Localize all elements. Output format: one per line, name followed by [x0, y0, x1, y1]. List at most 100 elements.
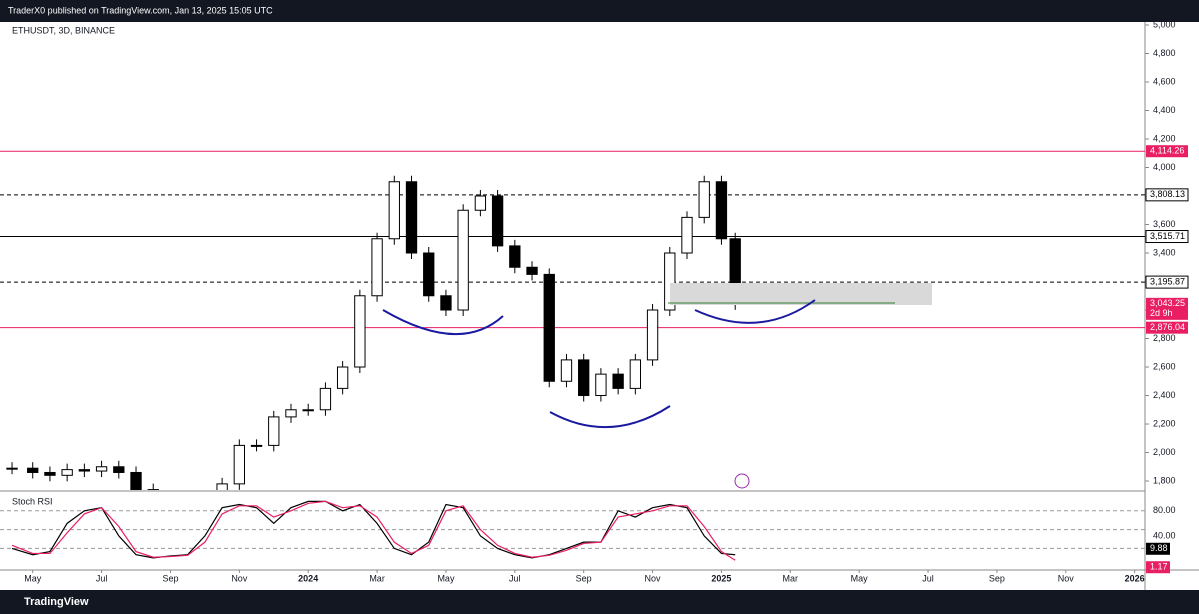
- candle: [78, 469, 91, 472]
- price-tick-label: 1,800: [1153, 475, 1176, 485]
- candle: [95, 466, 108, 472]
- price-tick-label: 4,200: [1153, 133, 1176, 143]
- candle: [491, 195, 504, 247]
- time-tick-label: Nov: [231, 573, 248, 583]
- candle: [250, 444, 263, 447]
- price-tag: [1145, 188, 1189, 202]
- candle: [405, 181, 418, 254]
- stoch-tag: [1146, 542, 1170, 555]
- candle: [715, 181, 728, 240]
- time-tick-label: May: [437, 573, 455, 583]
- candle: [681, 216, 693, 254]
- time-tick-label: Jul: [922, 573, 934, 583]
- candle: [371, 238, 383, 297]
- candle: [27, 467, 39, 473]
- price-tag: [1145, 230, 1189, 244]
- candle: [646, 309, 659, 361]
- time-tick-label: May: [24, 573, 42, 583]
- candle: [216, 483, 228, 490]
- candle: [543, 273, 555, 382]
- price-tick-label: 2,600: [1153, 361, 1176, 371]
- event-icon[interactable]: [734, 473, 750, 489]
- price-tick-label: 5,000: [1153, 19, 1176, 29]
- candle: [560, 359, 573, 382]
- candle: [130, 471, 142, 490]
- bottom-bar: [0, 590, 1199, 614]
- time-tick-label: Jul: [509, 573, 521, 583]
- candle: [113, 466, 125, 473]
- price-tag-label: 3,808.13: [1150, 189, 1185, 199]
- time-tick-label: Mar: [369, 573, 385, 583]
- stoch-tag-label: 9.88: [1150, 543, 1168, 553]
- symbol: ETHUSDT, 3D, BINANCE: [12, 25, 115, 35]
- last-price-label: 3,043.25: [1150, 298, 1185, 308]
- candle: [698, 181, 710, 218]
- price-tick-label: 2,800: [1153, 333, 1176, 343]
- candle: [509, 245, 521, 268]
- candle: [319, 387, 332, 411]
- candle: [474, 195, 487, 211]
- candle: [664, 252, 676, 311]
- drawings: [382, 283, 932, 489]
- arc: [549, 405, 671, 428]
- candle: [44, 471, 56, 476]
- price-tick-label: 4,000: [1153, 162, 1176, 172]
- price-tag: [1146, 145, 1188, 158]
- price-tick-label: 2,000: [1153, 447, 1176, 457]
- arc: [694, 299, 816, 324]
- candle: [423, 252, 435, 297]
- time-tick-label: 2025: [711, 573, 731, 583]
- stoch-line: [11, 500, 736, 561]
- time-tick-label: Nov: [645, 573, 662, 583]
- top-bar: [0, 0, 1199, 22]
- stoch-tag: [1146, 561, 1170, 574]
- price-tag-label: 4,114.26: [1150, 146, 1184, 156]
- time-tick-label: Sep: [989, 573, 1005, 583]
- candle: [526, 266, 538, 275]
- candle: [183, 504, 193, 507]
- price-tick-label: 2,400: [1153, 390, 1176, 400]
- time-tick-label: May: [851, 573, 869, 583]
- zone: [670, 283, 932, 305]
- candle: [302, 409, 314, 412]
- price-tag-label: 3,195.87: [1150, 276, 1185, 286]
- candle: [457, 209, 469, 311]
- time-tick-label: Nov: [1058, 573, 1075, 583]
- stoch-tick-label: 40.00: [1153, 530, 1176, 540]
- last-price-tag: [1146, 297, 1188, 320]
- price-tick-label: 4,600: [1153, 76, 1176, 86]
- candle: [61, 469, 73, 476]
- candle: [200, 501, 210, 507]
- candle: [612, 373, 624, 389]
- time-tick-label: Sep: [162, 573, 178, 583]
- price-tick-label: 4,400: [1153, 105, 1176, 115]
- time-tick-label: Sep: [576, 573, 592, 583]
- candle: [233, 444, 245, 485]
- candle: [354, 295, 366, 368]
- price-tag-label: 3,515.71: [1150, 231, 1185, 241]
- time-tick-label: Jul: [96, 573, 108, 583]
- candle: [6, 467, 18, 470]
- stoch-line: [11, 500, 736, 559]
- time-tick-label: Mar: [783, 573, 799, 583]
- candle: [336, 366, 349, 389]
- candle: [595, 373, 607, 397]
- arc: [382, 309, 504, 335]
- price-tick-label: 3,400: [1153, 247, 1176, 257]
- candle: [285, 409, 297, 418]
- price-tick-label: 3,600: [1153, 219, 1176, 229]
- candle: [165, 502, 175, 503]
- price-tick-label: 2,200: [1153, 418, 1176, 428]
- stoch-tick-label: 80.00: [1153, 505, 1176, 515]
- price-tick-label: 4,800: [1153, 48, 1176, 58]
- candle: [268, 416, 280, 446]
- candle: [147, 489, 159, 490]
- candle: [629, 359, 642, 389]
- brand: TradingView: [24, 596, 89, 608]
- price-tag-label: 2,876.04: [1150, 322, 1185, 332]
- price-tag: [1146, 321, 1188, 334]
- candle: [440, 295, 452, 311]
- candle: [388, 181, 400, 240]
- countdown: 2d 9h: [1150, 308, 1173, 318]
